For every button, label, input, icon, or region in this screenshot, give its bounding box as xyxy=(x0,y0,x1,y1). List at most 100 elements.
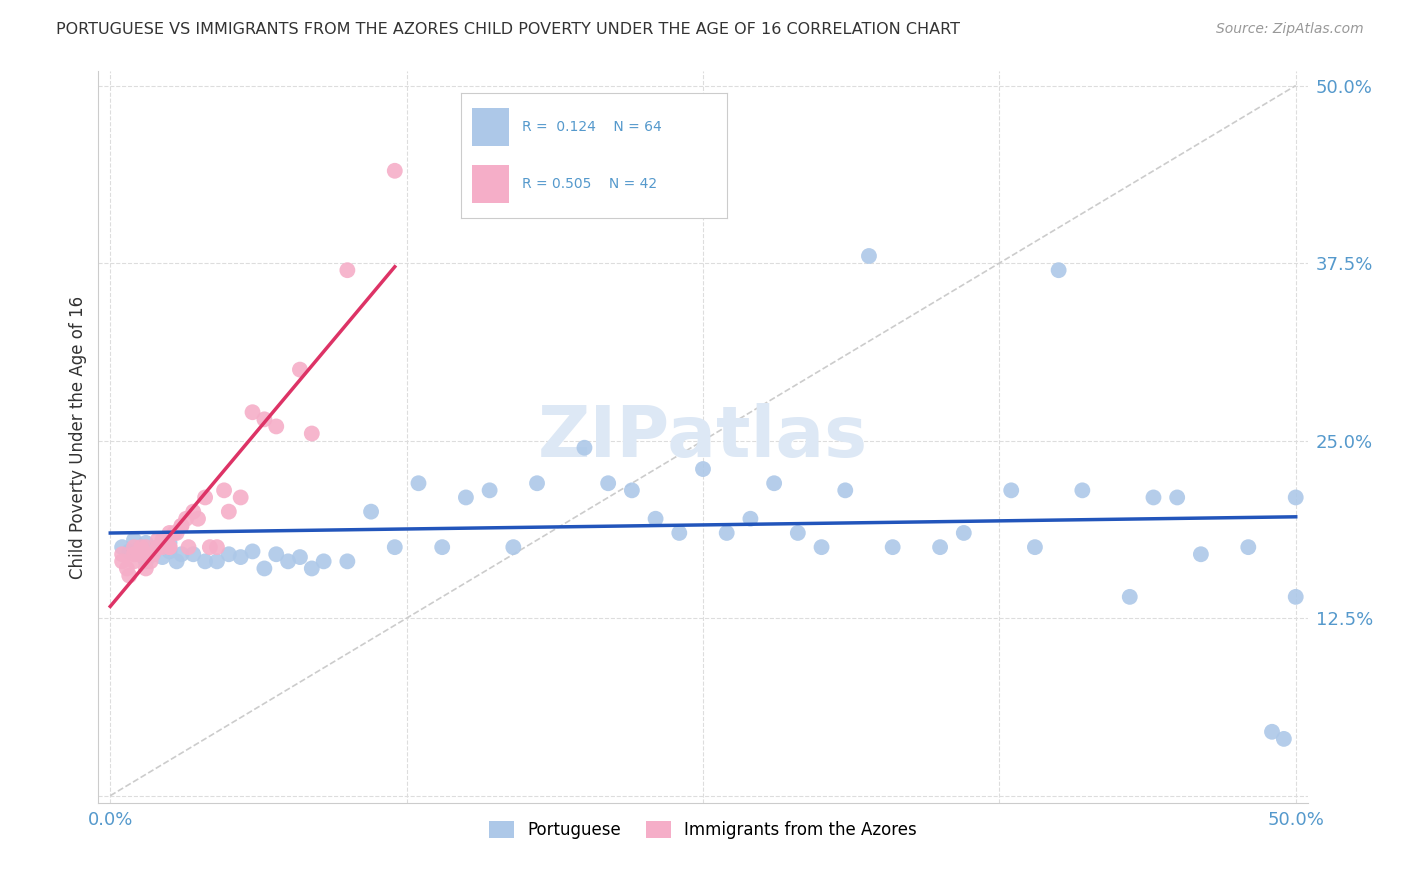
Point xyxy=(1047,263,1070,277)
Point xyxy=(253,412,276,426)
Point xyxy=(277,554,299,568)
Point xyxy=(122,540,145,554)
Point xyxy=(644,512,666,526)
Point xyxy=(128,547,150,561)
Point xyxy=(763,476,786,491)
Point xyxy=(229,491,252,505)
Point xyxy=(360,505,382,519)
Point xyxy=(135,540,157,554)
Point xyxy=(264,419,287,434)
Point xyxy=(122,533,145,547)
Point xyxy=(122,554,145,568)
Point xyxy=(384,540,406,554)
Point xyxy=(194,491,217,505)
Point xyxy=(1237,540,1260,554)
Legend: Portuguese, Immigrants from the Azores: Portuguese, Immigrants from the Azores xyxy=(482,814,924,846)
Point xyxy=(242,405,264,419)
Point xyxy=(194,554,217,568)
Point xyxy=(253,561,276,575)
Point xyxy=(115,561,138,575)
Point xyxy=(1000,483,1022,498)
Point xyxy=(181,505,204,519)
Point xyxy=(128,547,150,561)
Point xyxy=(740,512,762,526)
Point xyxy=(229,550,252,565)
Point xyxy=(858,249,880,263)
Point xyxy=(574,441,596,455)
Point xyxy=(288,362,311,376)
Point xyxy=(122,547,145,561)
Point xyxy=(177,540,200,554)
Text: ZIPatlas: ZIPatlas xyxy=(538,402,868,472)
Point xyxy=(170,519,193,533)
Point xyxy=(152,533,174,547)
Point xyxy=(929,540,952,554)
Point xyxy=(952,525,974,540)
Point xyxy=(142,547,165,561)
Point xyxy=(111,547,134,561)
Point xyxy=(212,483,235,498)
Point xyxy=(526,476,548,491)
Point xyxy=(312,554,335,568)
Point xyxy=(620,483,643,498)
Point xyxy=(384,163,406,178)
Point xyxy=(146,540,169,554)
Point xyxy=(146,540,169,554)
Point xyxy=(170,547,193,561)
Point xyxy=(163,525,186,540)
Point xyxy=(1142,491,1164,505)
Point xyxy=(668,525,690,540)
Point xyxy=(166,525,188,540)
Point xyxy=(152,550,174,565)
Point xyxy=(408,476,430,491)
Point xyxy=(159,540,181,554)
Point xyxy=(142,547,165,561)
Point xyxy=(454,491,477,505)
Point xyxy=(598,476,620,491)
Point xyxy=(550,163,572,178)
Point xyxy=(1166,491,1188,505)
Text: Source: ZipAtlas.com: Source: ZipAtlas.com xyxy=(1216,22,1364,37)
Point xyxy=(159,544,181,558)
Point xyxy=(716,525,738,540)
Point xyxy=(205,540,228,554)
Point xyxy=(170,519,193,533)
Point xyxy=(152,540,174,554)
Point xyxy=(111,554,134,568)
Point xyxy=(692,462,714,476)
Point xyxy=(205,554,228,568)
Point xyxy=(264,547,287,561)
Point xyxy=(786,525,808,540)
Point xyxy=(135,547,157,561)
Point xyxy=(1024,540,1046,554)
Point xyxy=(810,540,832,554)
Point xyxy=(135,561,157,575)
Point xyxy=(288,550,311,565)
Point xyxy=(218,547,240,561)
Point xyxy=(111,540,134,554)
Point xyxy=(336,263,359,277)
Point xyxy=(166,554,188,568)
Point xyxy=(502,540,524,554)
Point xyxy=(834,483,856,498)
Point xyxy=(301,561,323,575)
Point xyxy=(242,544,264,558)
Point xyxy=(159,525,181,540)
Point xyxy=(1285,590,1308,604)
Point xyxy=(1189,547,1212,561)
Point xyxy=(336,554,359,568)
Point xyxy=(146,533,169,547)
Point xyxy=(1261,724,1284,739)
Point xyxy=(478,483,501,498)
Point xyxy=(159,540,181,554)
Text: PORTUGUESE VS IMMIGRANTS FROM THE AZORES CHILD POVERTY UNDER THE AGE OF 16 CORRE: PORTUGUESE VS IMMIGRANTS FROM THE AZORES… xyxy=(56,22,960,37)
Point xyxy=(118,568,141,582)
Point xyxy=(198,540,221,554)
Point xyxy=(1285,491,1308,505)
Point xyxy=(301,426,323,441)
Point xyxy=(882,540,904,554)
Point xyxy=(139,554,162,568)
Point xyxy=(135,536,157,550)
Point xyxy=(187,512,209,526)
Point xyxy=(174,512,197,526)
